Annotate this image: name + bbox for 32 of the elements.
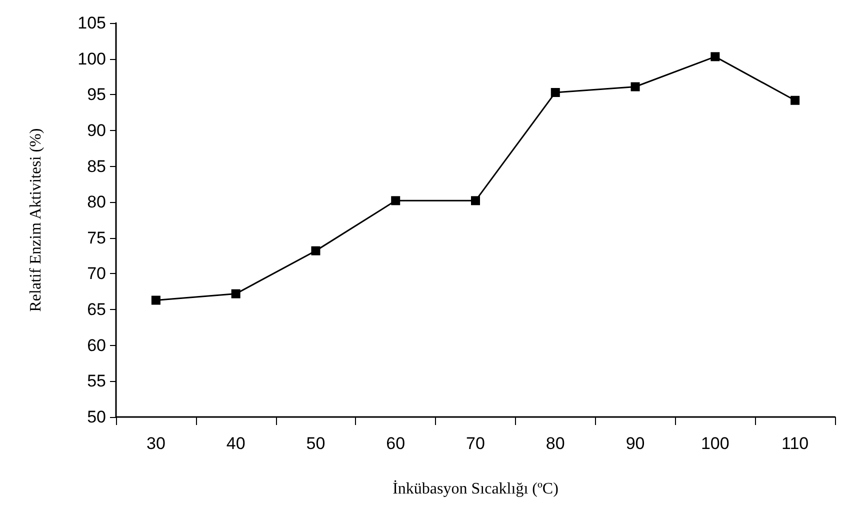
point (151, 296, 160, 305)
x-tick-label: 90 (626, 434, 645, 453)
y-tick-label: 90 (87, 120, 106, 140)
point (790, 96, 800, 105)
y-tick-label: 75 (87, 228, 106, 248)
point (630, 82, 640, 92)
point (311, 246, 320, 256)
y-tick-label: 60 (87, 336, 106, 355)
x-tick-label: 50 (306, 434, 326, 453)
point (471, 196, 480, 206)
x-tick-label: 110 (782, 434, 809, 453)
y-tick-label: 95 (87, 85, 106, 104)
x-tick-label: 80 (546, 434, 565, 453)
y-tick-label: 55 (87, 372, 106, 391)
x-axis-title: İnkübasyon Sıcaklığı (ºC) (392, 480, 558, 498)
x-tick-label: 60 (386, 434, 406, 453)
y-tick-label: 100 (78, 49, 106, 68)
y-tick-label: 50 (87, 408, 106, 426)
y-tick-label: 80 (87, 192, 106, 212)
y-tick-label: 70 (87, 264, 106, 284)
x-tick-label: 70 (466, 434, 485, 453)
y-tick-label: 65 (87, 300, 106, 320)
point (710, 52, 720, 62)
y-axis-title: Relatif Enzim Aktivitesi (%) (28, 128, 44, 312)
y-tick-label: 85 (87, 156, 106, 176)
x-tick-label: 30 (146, 434, 166, 453)
point (550, 88, 560, 97)
x-tick-label: 40 (226, 434, 246, 453)
x-tick-label: 100 (700, 434, 730, 453)
point (231, 289, 240, 298)
y-tick-label: 105 (78, 14, 106, 32)
point (391, 196, 400, 206)
